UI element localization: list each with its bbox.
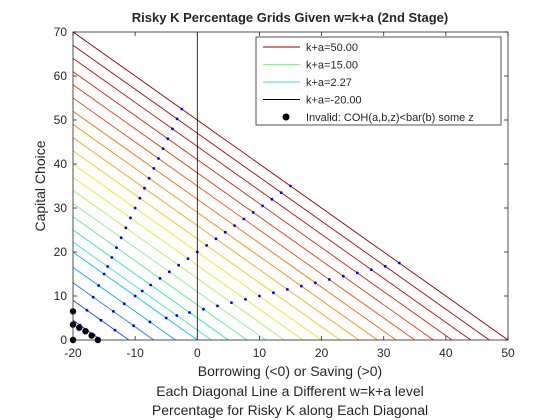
- grid-point: [188, 311, 191, 314]
- grid-point: [341, 274, 345, 278]
- grid-point: [113, 328, 117, 332]
- grid-point: [161, 147, 165, 151]
- x-tick-label: 0: [194, 346, 201, 360]
- legend-marker: [282, 113, 290, 121]
- y-axis-label: Capital Choice: [32, 140, 48, 231]
- grid-point: [119, 236, 123, 240]
- grid-point: [175, 314, 179, 317]
- grid-point: [164, 316, 168, 320]
- legend-label: k+a=-20.00: [306, 95, 362, 107]
- grid-points-layer: [78, 107, 401, 337]
- y-tick-label: 60: [54, 69, 68, 83]
- chart-title: Risky K Percentage Grids Given w=k+a (2n…: [132, 10, 448, 25]
- x-axis-label-line-2: Each Diagonal Line a Different w=k+a lev…: [156, 383, 423, 399]
- y-tick-label: 10: [54, 289, 68, 303]
- x-axis-label-line-3: Percentage for Risky K along Each Diagon…: [152, 402, 428, 418]
- grid-point: [171, 127, 174, 131]
- grid-point: [111, 310, 115, 313]
- grid-point: [230, 301, 233, 304]
- grid-point: [214, 237, 218, 241]
- x-tick-label: 20: [315, 346, 329, 360]
- grid-point: [355, 271, 359, 275]
- y-tick-label: 20: [54, 245, 68, 259]
- x-tick-label: 50: [501, 346, 515, 360]
- grid-point: [242, 217, 246, 221]
- y-tick-label: 50: [54, 113, 68, 127]
- grid-point: [158, 277, 162, 280]
- grid-point: [223, 230, 227, 234]
- x-axis-label-line-1: Borrowing (<0) or Saving (>0): [198, 363, 382, 379]
- y-tick-label: 40: [54, 157, 68, 171]
- grid-point: [132, 324, 135, 328]
- grid-point: [251, 211, 255, 214]
- grid-point: [115, 246, 118, 250]
- grid-point: [180, 107, 184, 111]
- x-tick-label: -10: [126, 346, 144, 360]
- grid-point: [261, 204, 264, 208]
- plot-frame: [72, 31, 509, 341]
- grid-point: [244, 297, 247, 301]
- y-tick-label: 0: [60, 333, 67, 347]
- x-tick-label: 10: [253, 346, 267, 360]
- grid-point: [152, 167, 156, 170]
- grid-point: [186, 257, 190, 260]
- grid-point: [147, 176, 151, 180]
- grid-point: [258, 294, 261, 298]
- grid-point: [110, 256, 114, 259]
- legend: k+a=50.00 k+a=15.00 k+a=2.27 k+a=-20.00 Inva…: [255, 36, 502, 126]
- grid-point: [148, 320, 152, 324]
- grid-point: [175, 117, 179, 121]
- legend-label: k+a=15.00: [306, 60, 358, 72]
- grid-point: [279, 191, 283, 195]
- y-tick-label: 70: [54, 25, 68, 39]
- grid-point: [202, 307, 205, 311]
- invalid-marker: [76, 324, 83, 331]
- grid-point: [177, 263, 181, 267]
- grid-point: [313, 281, 317, 285]
- y-tick-label: 30: [54, 201, 68, 215]
- grid-point: [270, 197, 274, 201]
- x-tick-label: 40: [439, 346, 453, 360]
- grid-point: [122, 302, 126, 306]
- invalid-marker: [88, 332, 95, 339]
- grid-point: [91, 295, 95, 299]
- legend-label: k+a=2.27: [306, 77, 352, 89]
- grid-point: [124, 226, 128, 230]
- legend-box: [255, 36, 502, 126]
- grid-point: [149, 283, 153, 287]
- grid-point: [129, 216, 132, 220]
- legend-label: k+a=50.00: [306, 42, 358, 54]
- grid-point: [299, 284, 303, 288]
- grid-point: [143, 186, 146, 190]
- x-tick-label: -20: [64, 346, 82, 360]
- grid-point: [167, 270, 171, 274]
- legend-label: Invalid: COH(a,b,z)<bar(b) some z: [306, 112, 474, 124]
- x-tick-label: 30: [377, 346, 391, 360]
- axis-ticks-layer: -20 -10 0 10 20 30 40 50 0 10 20 30 40 50 60 70: [54, 25, 515, 360]
- grid-point: [97, 284, 101, 287]
- grid-point: [233, 224, 236, 228]
- grid-point: [99, 318, 103, 322]
- grid-point: [369, 268, 373, 271]
- grid-point: [140, 289, 144, 293]
- grid-point: [216, 304, 219, 308]
- grid-point: [272, 291, 275, 295]
- grid-point: [106, 265, 109, 268]
- grid-point: [133, 294, 137, 298]
- grid-point: [289, 184, 292, 188]
- grid-point: [85, 308, 89, 312]
- invalid-marker: [82, 328, 89, 335]
- grid-point: [102, 272, 106, 276]
- grid-point: [157, 157, 160, 160]
- grid-point: [285, 288, 289, 291]
- grid-point: [327, 278, 331, 281]
- grid-point: [166, 137, 170, 141]
- grid-point: [138, 196, 142, 200]
- grid-point: [133, 206, 137, 210]
- grid-point: [205, 244, 209, 247]
- grid-point: [383, 264, 387, 268]
- grid-point: [397, 261, 401, 265]
